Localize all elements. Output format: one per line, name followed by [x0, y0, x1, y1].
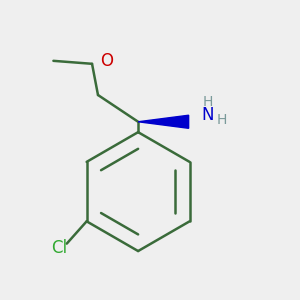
- Text: H: H: [216, 113, 226, 127]
- Text: N: N: [202, 106, 214, 124]
- Text: O: O: [100, 52, 113, 70]
- Text: Cl: Cl: [51, 239, 68, 257]
- Polygon shape: [138, 115, 189, 128]
- Text: H: H: [203, 95, 213, 110]
